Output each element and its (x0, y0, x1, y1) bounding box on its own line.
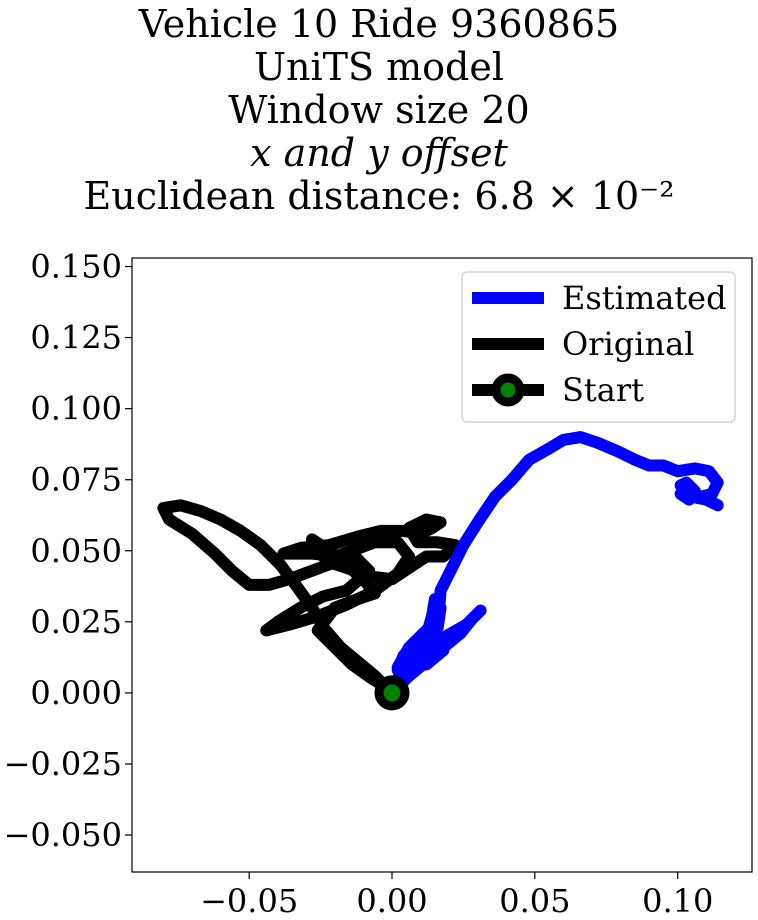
y-tick-label: 0.100 (30, 390, 122, 428)
start-marker (374, 675, 410, 711)
series-line-estimated (386, 431, 724, 699)
y-tick-label: 0.150 (30, 248, 122, 286)
axes-frame (131, 257, 753, 873)
x-tick-label: 0.10 (642, 882, 713, 920)
y-tick-label: 0.125 (30, 319, 122, 357)
plot-series-group (157, 431, 724, 711)
legend-label-original: Original (562, 325, 694, 363)
chart-title-line-1: Vehicle 10 Ride 9360865 (138, 2, 620, 46)
x-tick-label: 0.05 (499, 882, 570, 920)
axis-ticks: −0.050 −0.025 0.000 0.025 0.050 0.075 0.100 0.1… (4, 248, 714, 920)
y-tick-label: −0.025 (4, 745, 122, 783)
chart-title-line-4: x and y offset (250, 131, 508, 175)
chart-title-line-3: Window size 20 (228, 88, 530, 132)
y-tick-label: 0.050 (30, 532, 122, 570)
x-tick-label: 0.00 (356, 882, 427, 920)
legend-label-estimated: Estimated (562, 279, 727, 317)
y-tick-label: 0.000 (30, 674, 122, 712)
y-tick-label: 0.075 (30, 461, 122, 499)
legend-start-marker (491, 373, 525, 407)
chart-title-line-5: Euclidean distance: 6.8 × 10⁻² (83, 174, 675, 218)
y-tick-label: 0.025 (30, 603, 122, 641)
series-line-original (157, 499, 461, 699)
legend-label-start: Start (562, 371, 644, 409)
legend: Estimated Original Start (461, 271, 736, 423)
plot-area (157, 431, 724, 711)
y-tick-label: −0.050 (4, 816, 122, 854)
x-tick-label: −0.05 (200, 882, 298, 920)
chart-title-line-2: UniTS model (254, 45, 504, 89)
